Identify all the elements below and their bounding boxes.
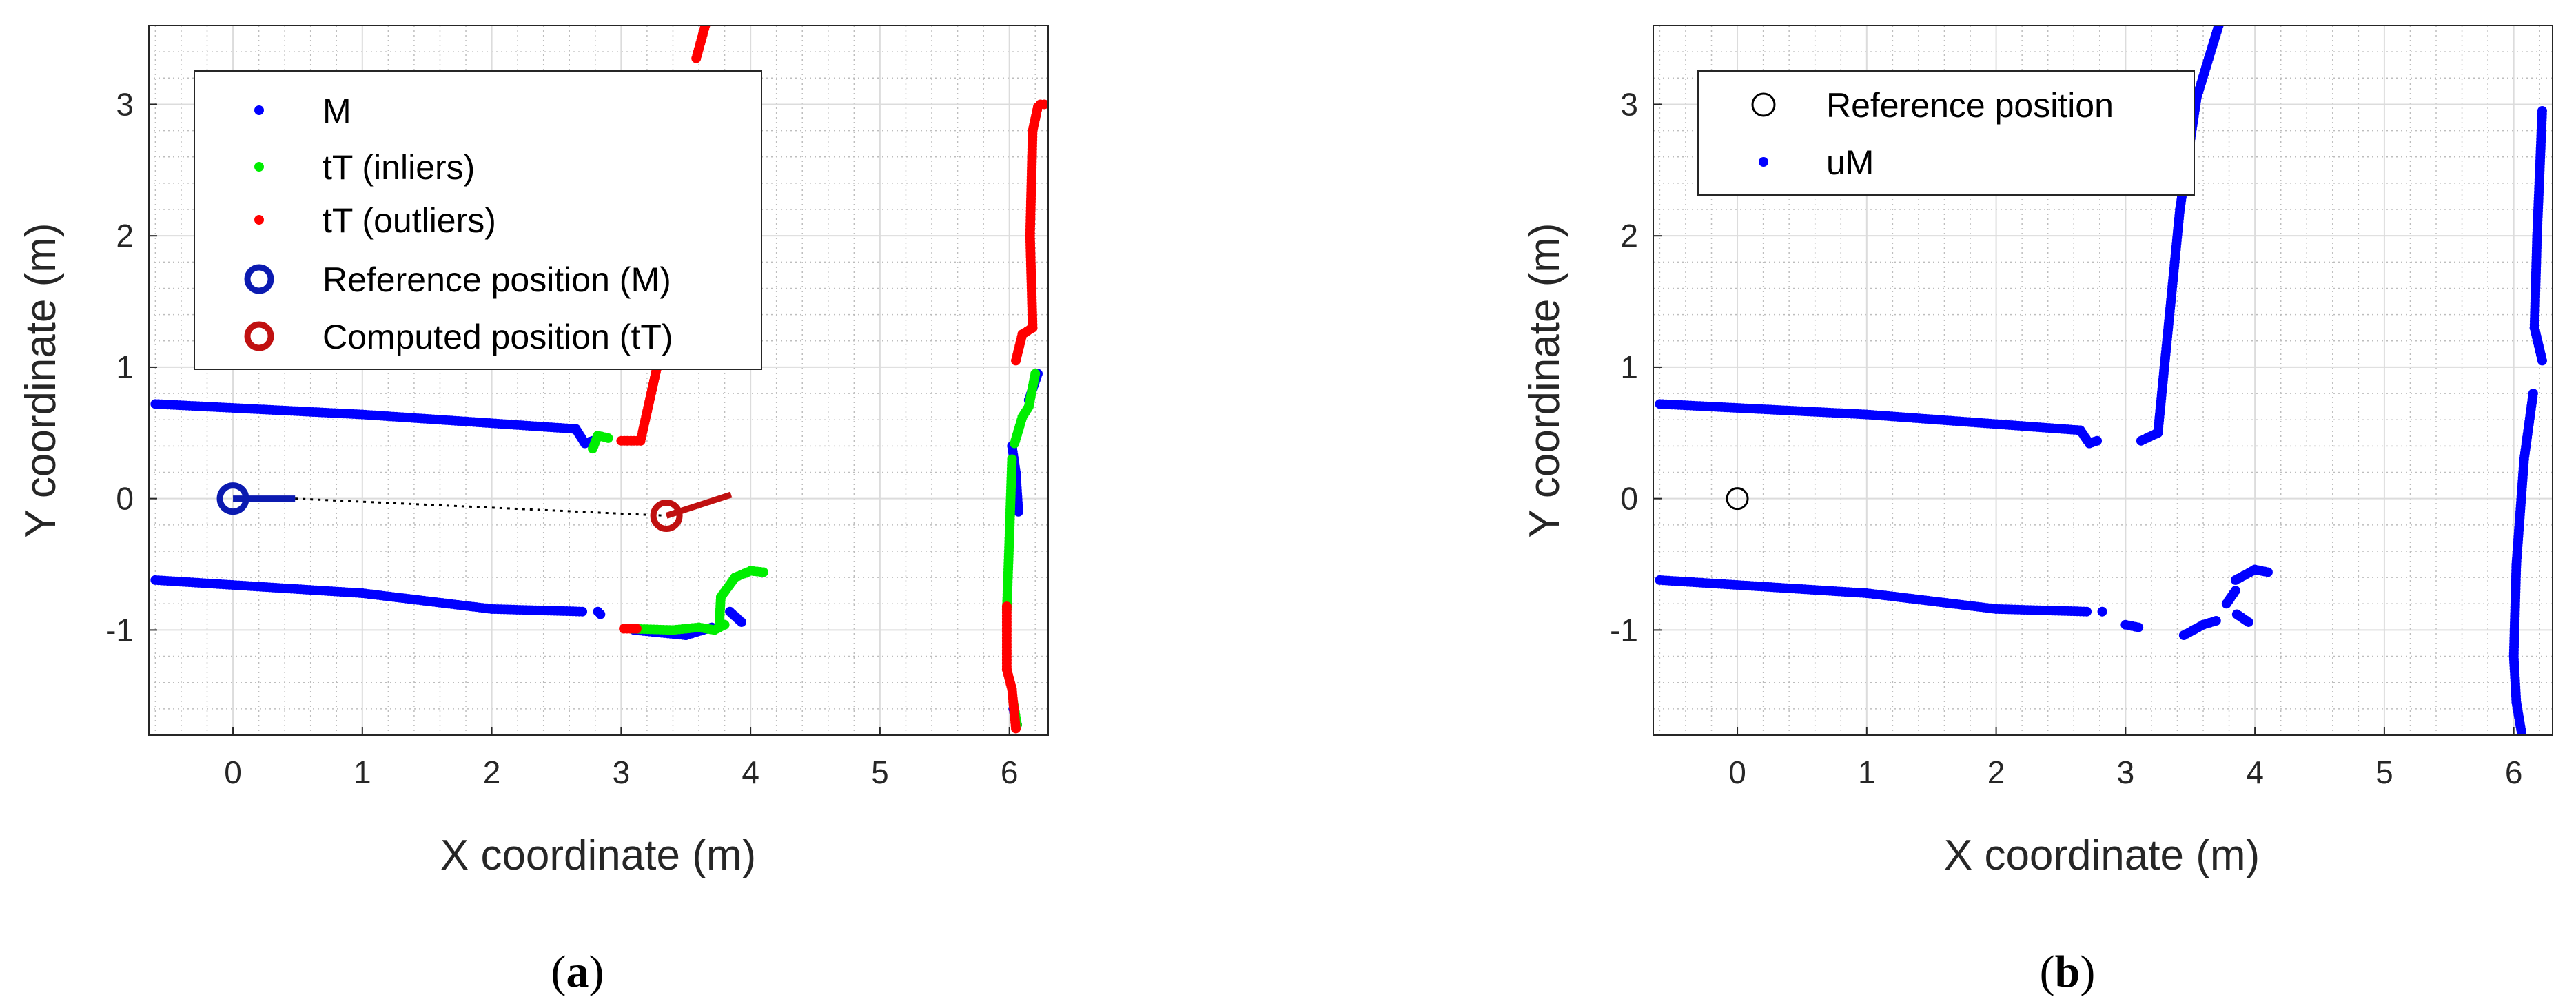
x-tick-label: 5	[871, 754, 889, 790]
x-tick-label: 4	[2246, 754, 2264, 790]
point-outliers	[1011, 723, 1021, 734]
y-tick-label: 3	[116, 86, 134, 122]
legend-box-a	[194, 70, 762, 370]
x-axis-label-b: X coordinate (m)	[1944, 832, 2260, 879]
point-outliers	[700, 25, 711, 30]
x-tick-label: 6	[2505, 754, 2523, 790]
y-tick-label: 1	[116, 349, 134, 385]
legend-label-reference: Reference position (M)	[323, 260, 671, 299]
point-m	[577, 606, 588, 617]
point-m	[736, 617, 746, 627]
y-tick-label: 2	[1620, 218, 1638, 254]
legend-label-computed: Computed position (tT)	[323, 318, 673, 356]
legend-label-outliers: tT (outliers)	[323, 201, 496, 240]
y-tick-label: 3	[1620, 86, 1638, 122]
y-tick-label: -1	[1610, 612, 1638, 648]
x-tick-label: 6	[1001, 754, 1019, 790]
legend-marker-m	[254, 105, 264, 115]
caption-b: (b)	[2040, 947, 2096, 997]
plot-frame-b	[1653, 25, 2553, 736]
legend-a: M tT (inliers) tT (outliers) Reference p…	[194, 70, 762, 370]
data-b	[1655, 25, 2547, 735]
connector-line	[295, 497, 667, 517]
point-outliers	[1039, 99, 1048, 110]
x-tick-label: 2	[483, 754, 501, 790]
y-tick-label: 2	[116, 218, 134, 254]
y-tick-label: 1	[1620, 349, 1638, 385]
y-axis-label-a: Y coordinate (m)	[17, 223, 65, 537]
y-axis-label-b: Y coordinate (m)	[1521, 223, 1568, 537]
legend-b: Reference position uM	[1697, 70, 2195, 196]
reference-position-marker	[216, 482, 249, 515]
x-tick-label: 2	[1987, 754, 2005, 790]
reference-position-marker	[1726, 487, 1749, 511]
point-um	[2230, 586, 2240, 596]
legend-marker-um	[1759, 157, 1768, 167]
plot-frame-a	[148, 25, 1049, 736]
x-tick-label: 1	[1858, 754, 1876, 790]
point-um	[2097, 606, 2107, 617]
x-tick-label: 5	[2375, 754, 2393, 790]
legend-label-reference-b: Reference position	[1826, 86, 2114, 125]
legend-label-m: M	[323, 92, 351, 130]
point-um	[2211, 616, 2221, 626]
point-um	[2082, 606, 2092, 617]
caption-a-letter: a	[566, 947, 589, 997]
x-axis-label-a: X coordinate (m)	[440, 832, 756, 879]
legend-label-inliers: tT (inliers)	[323, 148, 475, 187]
x-tick-label: 3	[2117, 754, 2135, 790]
point-um	[2134, 622, 2144, 632]
y-tick-label: 0	[116, 481, 134, 517]
point-inliers	[758, 567, 768, 577]
point-um	[2243, 617, 2253, 627]
caption-b-letter: b	[2055, 947, 2081, 997]
y-tick-label: 0	[1620, 481, 1638, 517]
point-um	[2092, 435, 2103, 446]
ticks-a: 0 1 2 3 4 5 6 -1 0 1 2 3	[105, 86, 1018, 790]
point-m	[1013, 506, 1023, 517]
point-m	[595, 609, 606, 619]
point-um	[2262, 567, 2273, 577]
legend-marker-inliers	[254, 162, 264, 172]
computed-position-marker	[650, 499, 683, 532]
legend-marker-reference-b	[1751, 92, 1776, 117]
legend-marker-outliers	[254, 215, 264, 225]
legend-marker-computed	[244, 321, 274, 351]
x-tick-label: 0	[1728, 754, 1746, 790]
x-tick-label: 1	[354, 754, 371, 790]
point-inliers	[1030, 369, 1041, 379]
ticks-b: 0 1 2 3 4 5 6 -1 0 1 2 3	[1610, 86, 2522, 790]
legend-marker-reference	[244, 264, 274, 294]
legend-label-um: uM	[1826, 143, 1874, 182]
data-a	[150, 25, 1048, 734]
point-um	[2516, 728, 2526, 735]
point-inliers	[603, 433, 613, 443]
point-um	[2214, 25, 2224, 30]
x-tick-label: 4	[742, 754, 759, 790]
legend-box-b	[1697, 70, 2195, 196]
point-outliers	[631, 624, 642, 634]
panel-b: 0 1 2 3 4 5 6 -1 0 1 2 3 X coordinate (m) Y coordin…	[1521, 25, 2553, 997]
caption-a: (a)	[551, 947, 604, 997]
y-tick-label: -1	[105, 612, 134, 648]
x-tick-label: 0	[224, 754, 242, 790]
point-um	[2537, 356, 2547, 366]
panel-a: 0 1 2 3 4 5 6 -1 0 1 2 3 X coordinate (m) Y coordin…	[17, 25, 1049, 997]
x-tick-label: 3	[613, 754, 631, 790]
